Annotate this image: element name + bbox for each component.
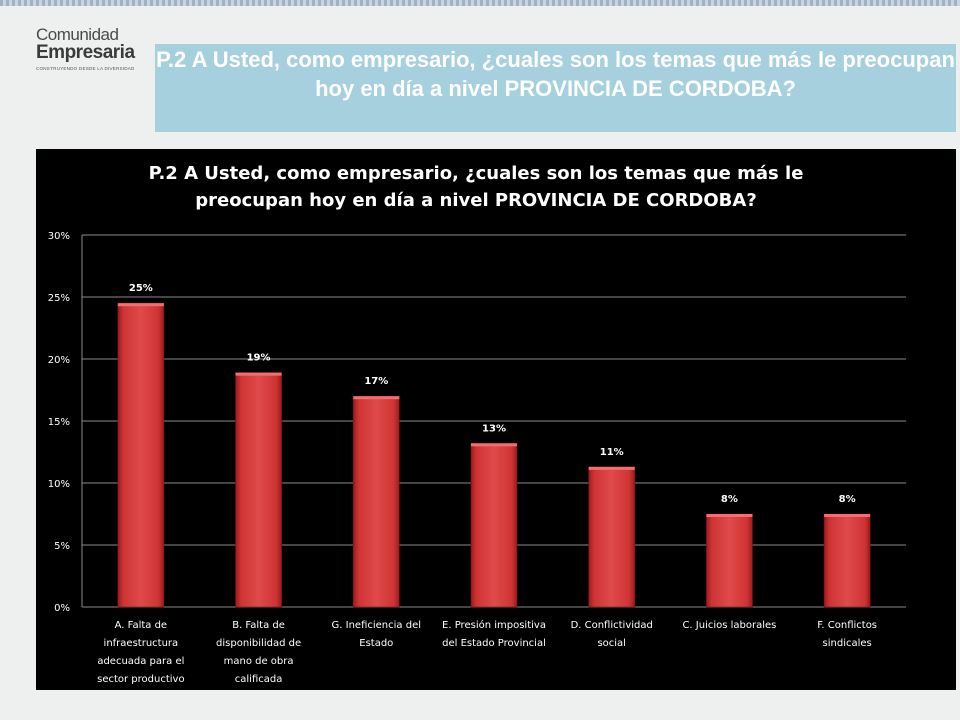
bar-chart: 0% 5% 10% 15% 20% 25% 30% 25% A. Falta de infraes… <box>48 231 906 685</box>
bar-top-highlight <box>588 466 635 470</box>
x-category-label-line: G. Ineficiencia del <box>332 620 421 631</box>
data-label: 11% <box>600 447 624 458</box>
x-category-label-line: mano de obra <box>224 656 294 667</box>
bar <box>117 302 165 608</box>
x-category-label: A. Falta de infraestructura adecuada para … <box>97 620 184 685</box>
y-tick-label: 25% <box>48 293 70 304</box>
chart-title: P.2 A Usted, como empresario, ¿cuales so… <box>148 163 804 211</box>
y-tick-label: 20% <box>48 355 70 366</box>
x-category-label-line: calificada <box>235 674 283 685</box>
x-category-label-line: sector productivo <box>97 674 184 685</box>
logo-tagline: CONSTRUYENDO DESDE LA DIVERSIDAD <box>36 66 135 71</box>
x-category-label-line: del Estado Provincial <box>442 638 546 649</box>
x-category-label-line: B. Falta de <box>232 620 285 631</box>
x-category-label-line: A. Falta de <box>115 620 168 631</box>
x-category-label-line: D. Conflictividad <box>571 620 653 631</box>
x-category-label: D. Conflictividad social <box>571 620 653 649</box>
page-title: P.2 A Usted, como empresario, ¿cuales so… <box>156 47 955 101</box>
x-category-label-line: F. Conflictos <box>817 620 877 631</box>
bar <box>470 443 518 608</box>
company-logo: Comunidad Empresaria CONSTRUYENDO DESDE … <box>36 26 166 76</box>
x-category-label-line: social <box>597 638 626 649</box>
y-tick-label: 5% <box>54 541 70 552</box>
header-banner: P.2 A Usted, como empresario, ¿cuales so… <box>155 44 956 132</box>
x-category-label-line: sindicales <box>823 638 872 649</box>
x-category-label-line: Estado <box>359 638 393 649</box>
x-category-label: F. Conflictos sindicales <box>817 620 877 649</box>
logo-line-1: Comunidad <box>36 25 119 44</box>
chart-panel: P.2 A Usted, como empresario, ¿cuales so… <box>36 149 956 690</box>
bar-top-highlight <box>471 443 517 447</box>
bar-top-highlight <box>706 514 753 517</box>
bar <box>588 466 636 608</box>
bar-top-highlight <box>824 514 871 517</box>
x-category-label: B. Falta de disponibilidad de mano de obra… <box>216 620 301 685</box>
bar <box>823 513 871 608</box>
data-label: 13% <box>482 423 506 434</box>
x-category-label: C. Juicios laborales <box>682 620 776 631</box>
bar <box>352 395 400 608</box>
bar <box>235 372 282 608</box>
bar <box>706 513 753 608</box>
x-category-label-line: E. Presión impositiva <box>442 619 546 631</box>
data-label: 8% <box>721 494 738 505</box>
data-label: 17% <box>364 376 388 387</box>
x-category-label: G. Ineficiencia del Estado <box>332 620 421 649</box>
logo-line-2: Empresaria <box>36 42 135 63</box>
bar-top-highlight <box>235 372 282 376</box>
data-label: 8% <box>839 494 856 505</box>
x-category-label-line: adecuada para el <box>97 656 184 667</box>
data-label: 25% <box>129 283 153 294</box>
bar-top-highlight <box>117 303 164 307</box>
data-label: 19% <box>247 353 271 364</box>
y-tick-label: 10% <box>48 479 70 490</box>
top-decorative-stripe <box>0 0 960 6</box>
y-tick-label: 15% <box>48 417 70 428</box>
bar-top-highlight <box>353 396 400 400</box>
y-tick-label: 0% <box>54 603 70 614</box>
x-category-label-line: infraestructura <box>104 638 179 649</box>
x-category-label: E. Presión impositiva del Estado Provinci… <box>442 619 546 649</box>
y-tick-label: 30% <box>48 231 70 242</box>
x-category-label-line: C. Juicios laborales <box>682 620 776 631</box>
x-category-label-line: disponibilidad de <box>216 638 301 649</box>
